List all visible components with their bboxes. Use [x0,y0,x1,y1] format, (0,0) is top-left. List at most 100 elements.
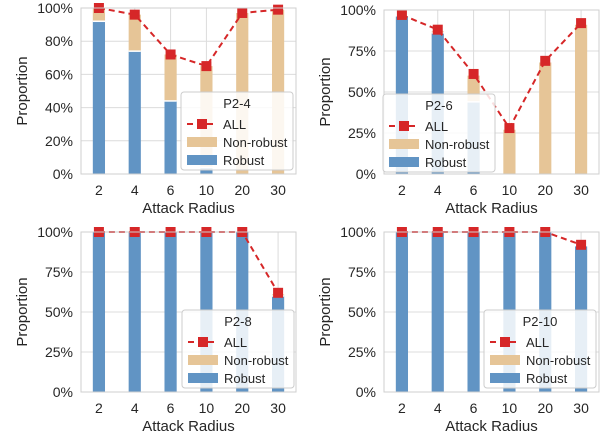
legend-title: P2-8 [224,314,251,329]
y-tick-label: 100% [37,224,73,240]
y-tick-label: 0% [356,384,376,400]
y-tick-label: 80% [45,33,73,49]
legend-marker-all [198,337,208,347]
series-marker-all [540,55,551,66]
x-tick-label: 6 [167,400,175,416]
bar-robust [92,232,106,392]
x-tick-label: 6 [470,400,478,416]
y-axis-label: Proportion [14,277,31,346]
legend-label-robust: Robust [526,371,568,386]
y-axis-label: Proportion [317,57,334,126]
x-axis-label: Attack Radius [445,418,538,435]
bar-non-robust [503,129,516,174]
y-tick-label: 100% [340,2,376,18]
series-line-all [98,7,279,68]
series-marker-all [576,239,587,250]
series-marker-all [468,68,479,79]
y-tick-label: 50% [45,304,73,320]
x-axis-label: Attack Radius [142,200,235,217]
y-tick-label: 0% [53,166,73,182]
legend-label-all: ALL [425,119,448,134]
y-tick-label: 75% [348,43,376,59]
x-tick-label: 10 [502,182,518,198]
plot-frame [383,9,600,175]
legend-box [181,309,295,389]
bar-non-robust [128,14,141,52]
x-tick-label: 30 [573,400,589,416]
x-tick-label: 2 [95,400,103,416]
y-axis-label: Proportion [14,56,31,125]
x-tick-label: 20 [537,182,553,198]
x-tick-label: 10 [199,400,215,416]
bar-robust [128,51,141,174]
x-tick-label: 4 [131,182,139,198]
series-marker-all [273,287,284,298]
legend-label-robust: Robust [224,371,266,386]
series-marker-all [504,123,515,134]
series-line-all [401,231,582,246]
legend-label-non-robust: Non-robust [526,353,591,368]
legend-label-all: ALL [223,117,246,132]
bar-robust [395,232,409,392]
y-tick-label: 0% [53,384,73,400]
legend-title: P2-10 [523,314,558,329]
chart-panel: 0% 20% 40% 60% 80% 100% 2 4 6 10 20 30 Attack Radius… [14,0,297,217]
legend-swatch-non-robust [490,355,520,365]
y-tick-label: 25% [45,344,73,360]
x-tick-label: 30 [270,182,286,198]
y-tick-label: 25% [348,125,376,141]
x-tick-label: 30 [573,182,589,198]
legend-swatch-robust [490,373,520,383]
x-tick-label: 2 [95,182,103,198]
legend-label-robust: Robust [425,155,467,170]
bar-robust [467,232,480,392]
y-tick-label: 60% [45,66,73,82]
legend-swatch-robust [187,155,217,165]
legend-swatch-non-robust [187,137,217,147]
y-tick-label: 75% [348,264,376,280]
y-tick-label: 100% [37,0,73,16]
legend-title: P2-6 [425,98,452,113]
legend-label-all: ALL [526,335,549,350]
legend-swatch-non-robust [389,139,419,149]
legend-box [382,93,496,173]
y-tick-label: 40% [45,100,73,116]
x-tick-label: 20 [234,182,250,198]
y-tick-label: 20% [45,133,73,149]
series-marker-all [237,7,248,18]
bar-robust [92,21,106,175]
legend: P2-4 ALL Non-robust Robust [180,91,294,171]
legend-marker-all [399,121,409,131]
legend-swatch-non-robust [188,355,218,365]
legend-box [483,309,597,389]
series-line-all [98,231,279,294]
x-tick-label: 6 [167,182,175,198]
series-marker-all [432,24,443,35]
y-tick-label: 100% [340,224,376,240]
x-axis-label: Attack Radius [142,418,235,435]
x-tick-label: 6 [470,182,478,198]
legend: P2-6 ALL Non-robust Robust [382,93,496,173]
legend-marker-all [500,337,510,347]
bar-robust [128,232,141,392]
legend-title: P2-4 [223,96,250,111]
bar-non-robust [539,62,552,175]
plot-frame [80,231,297,393]
plot-frame [80,7,297,175]
plot-frame [383,231,600,393]
chart-panel: 0% 25% 50% 75% 100% 2 4 6 10 20 30 Attack Radius Pro… [14,224,297,435]
series-marker-all [273,4,284,15]
y-tick-label: 50% [348,304,376,320]
bar-robust [164,232,177,392]
bar-non-robust [164,54,177,101]
legend-label-robust: Robust [223,153,265,168]
legend-marker-all [197,119,207,129]
x-tick-label: 2 [398,182,406,198]
series-marker-all [576,18,587,29]
series-line-all [401,13,582,131]
bar-robust [164,100,177,174]
y-tick-label: 75% [45,264,73,280]
x-tick-label: 20 [234,400,250,416]
legend-label-all: ALL [224,335,247,350]
